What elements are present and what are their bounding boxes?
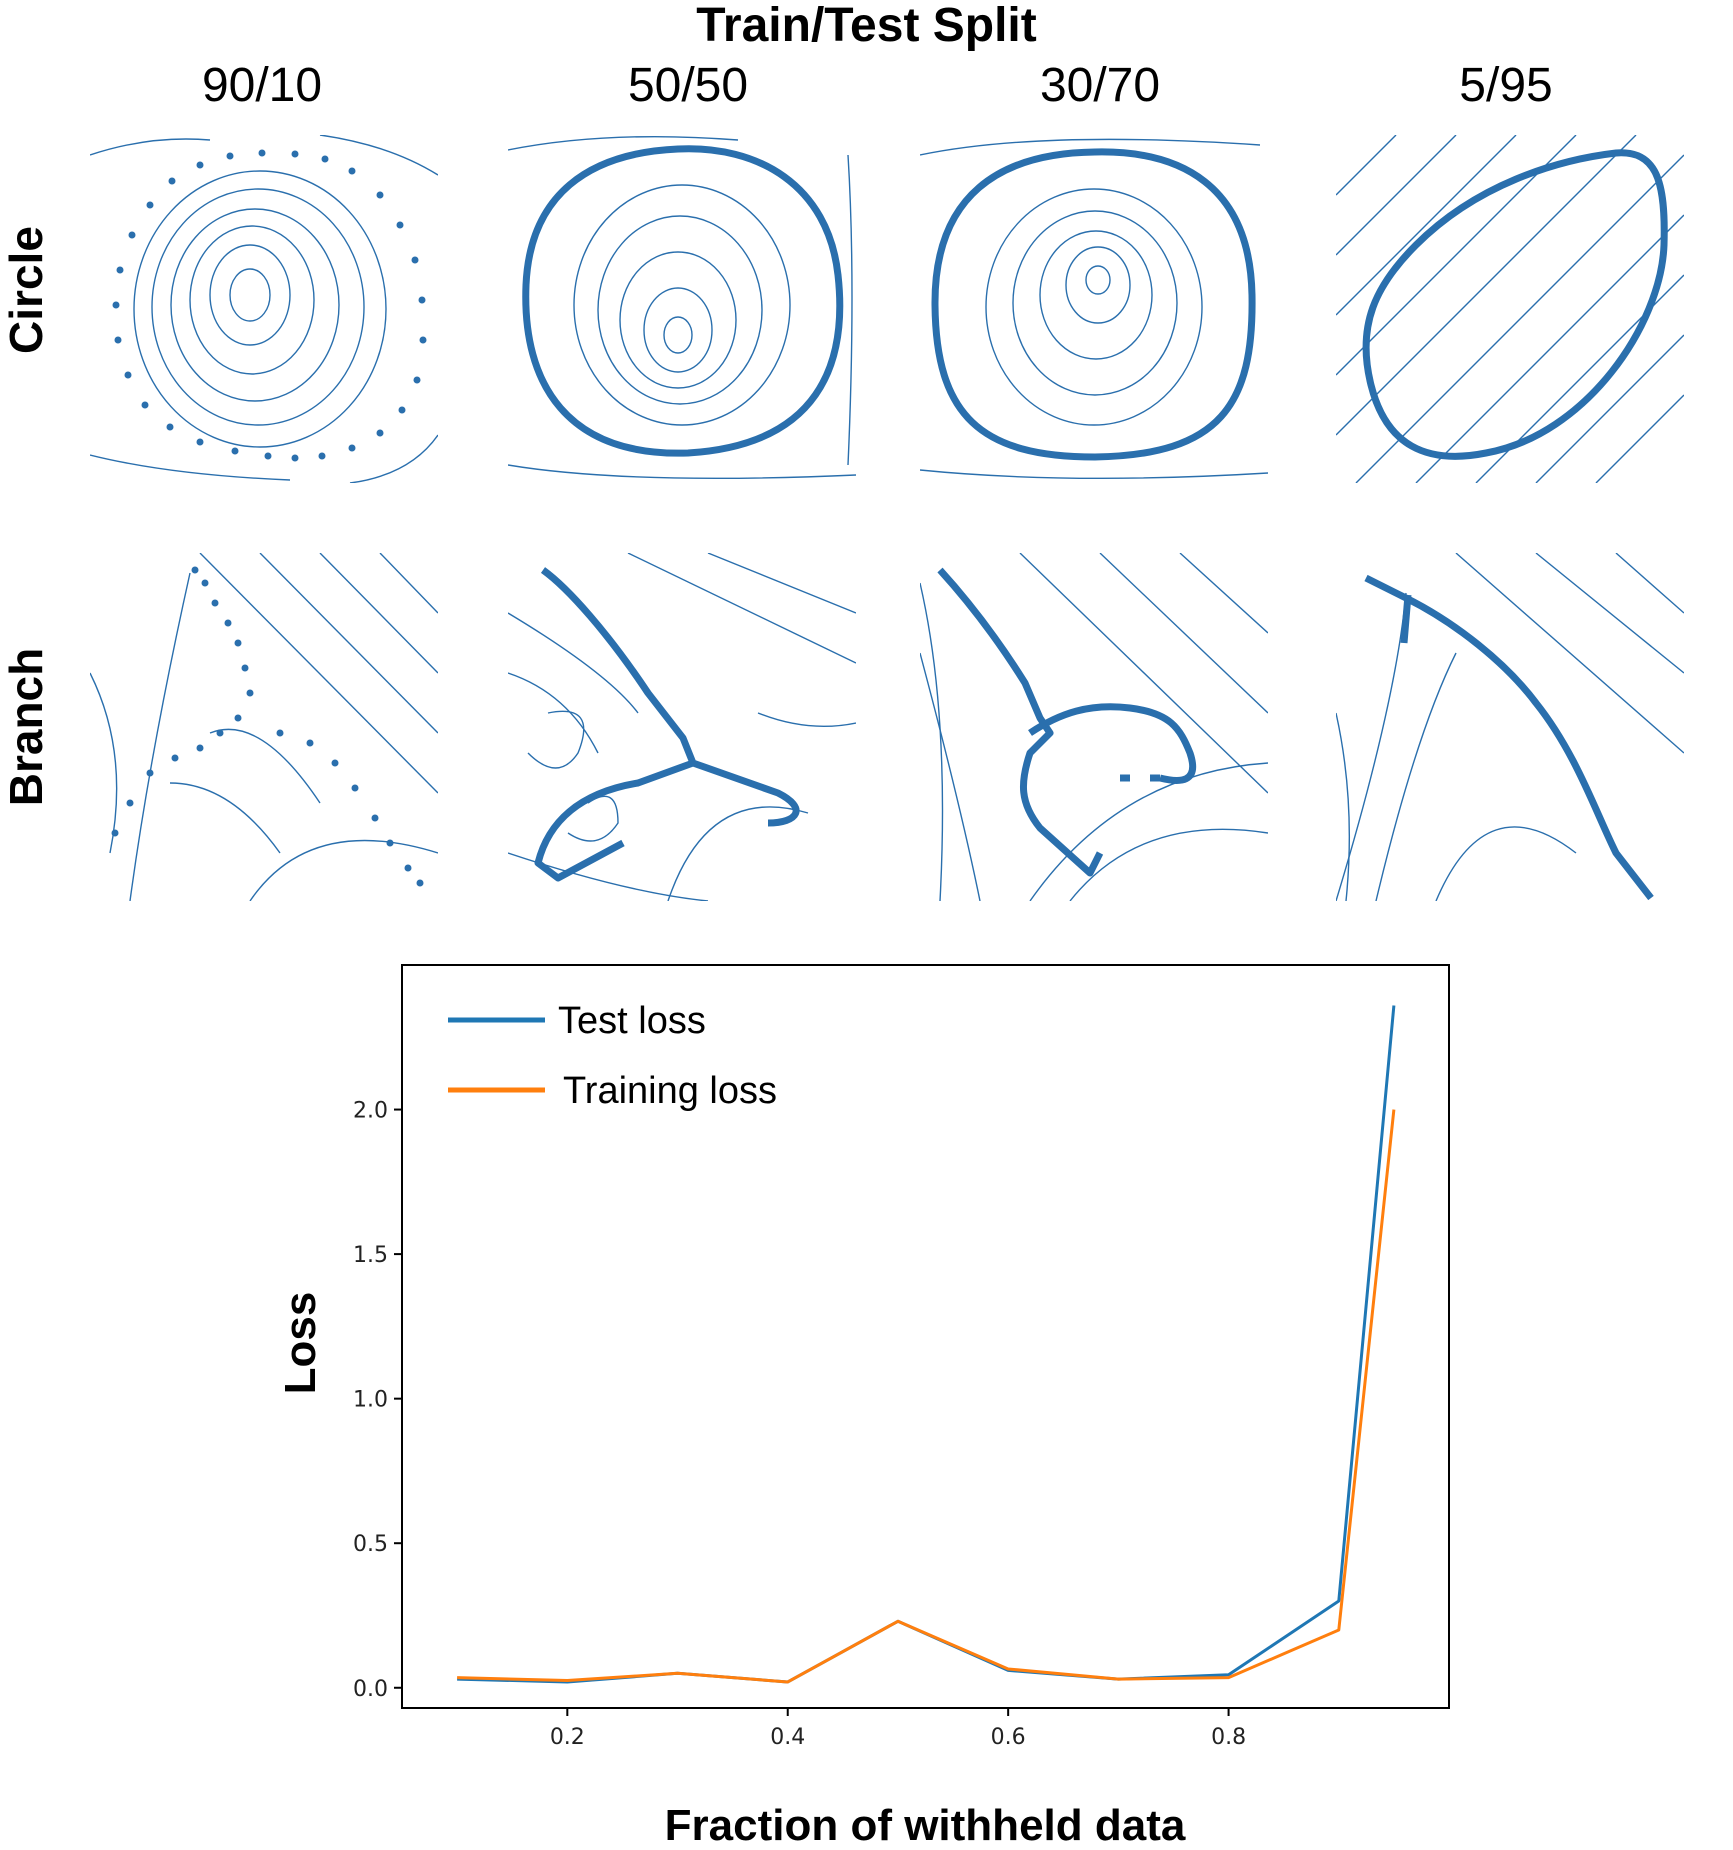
branch-panel-50-50 xyxy=(508,553,856,901)
circle-panel-5-95 xyxy=(1336,135,1684,483)
x-tick-label: 0.4 xyxy=(770,1725,805,1750)
circle-panel-90-10 xyxy=(90,135,438,483)
circle-panel-50-50 xyxy=(508,135,856,483)
branch-panel-30-70 xyxy=(920,553,1268,901)
branch-panel-90-10 xyxy=(90,553,438,901)
figure-title: Train/Test Split xyxy=(696,0,1037,52)
x-tick-label: 0.6 xyxy=(991,1725,1026,1750)
split-label-90-10: 90/10 xyxy=(201,59,323,112)
y-tick-label: 1.0 xyxy=(353,1388,388,1413)
x-tick-label: 0.8 xyxy=(1211,1725,1246,1750)
legend: Test loss Training loss xyxy=(448,1000,777,1112)
split-label-30-70: 30/70 xyxy=(1039,59,1161,112)
y-axis-title: Loss xyxy=(276,1292,325,1395)
circle-panel-30-70 xyxy=(920,135,1268,483)
legend-train-label: Training loss xyxy=(563,1070,777,1112)
y-tick-label: 0.0 xyxy=(353,1677,388,1702)
y-tick-label: 1.5 xyxy=(353,1243,388,1268)
series-layer xyxy=(457,1005,1396,1684)
training-loss-line xyxy=(457,1109,1396,1684)
split-label-50-50: 50/50 xyxy=(627,59,749,112)
ticks-layer: 0.2 0.4 0.6 0.8 0.0 0.5 1.0 1.5 2.0 xyxy=(353,1099,1246,1750)
legend-test-label: Test loss xyxy=(558,1000,706,1042)
x-tick-label: 0.2 xyxy=(550,1725,585,1750)
y-tick-label: 2.0 xyxy=(353,1099,388,1124)
branch-panel-5-95 xyxy=(1336,553,1684,901)
plot-frame xyxy=(401,964,1450,1709)
y-tick-label: 0.5 xyxy=(353,1532,388,1557)
split-label-5-95: 5/95 xyxy=(1459,59,1553,112)
x-axis-title: Fraction of withheld data xyxy=(665,1801,1186,1850)
